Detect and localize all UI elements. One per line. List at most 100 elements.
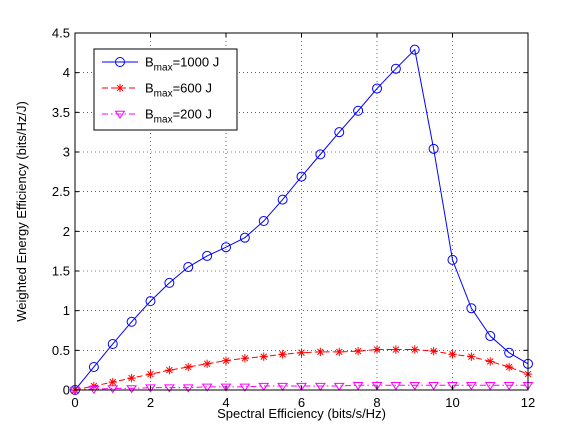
y-tick-label: 2	[63, 224, 70, 239]
x-tick-label: 10	[445, 395, 459, 410]
asterisk-marker	[429, 346, 438, 356]
legend-label: Bmax=200 J	[145, 107, 212, 126]
asterisk-marker	[278, 350, 287, 359]
asterisk-stroke	[430, 347, 437, 355]
triangle-down-marker	[484, 382, 496, 391]
circle-marker	[107, 338, 118, 349]
asterisk-stroke	[166, 366, 173, 374]
triangle-down-marker	[333, 382, 345, 391]
series-line	[74, 48, 529, 391]
circle-marker	[221, 242, 231, 253]
triangle-down-marker	[296, 382, 307, 391]
asterisk-stroke	[147, 370, 154, 378]
x-tick-label: 4	[222, 395, 229, 410]
asterisk-marker	[353, 346, 363, 356]
asterisk-stroke	[392, 346, 400, 353]
triangle-down-marker	[409, 382, 421, 391]
asterisk-marker	[202, 359, 212, 369]
asterisk-marker	[259, 352, 268, 361]
triangle-down-marker	[201, 383, 213, 392]
asterisk-stroke	[468, 353, 475, 360]
x-tick-label: 8	[373, 395, 380, 410]
y-tick-label: 3.5	[52, 105, 70, 120]
series-3	[69, 382, 534, 395]
triangle-down-marker	[239, 383, 251, 392]
asterisk-stroke	[279, 351, 286, 358]
x-tick-label: 0	[71, 395, 78, 410]
asterisk-marker	[297, 348, 306, 357]
asterisk-stroke	[354, 347, 362, 355]
asterisk-stroke	[128, 374, 135, 382]
triangle-down-marker	[126, 385, 138, 394]
asterisk-stroke	[449, 351, 456, 358]
asterisk-marker	[372, 345, 382, 354]
circle-marker	[390, 63, 401, 74]
circle-marker	[202, 250, 213, 261]
asterisk-marker	[504, 362, 514, 372]
circle-marker	[239, 232, 250, 243]
asterisk-stroke	[116, 84, 124, 92]
triangle-down-marker	[145, 384, 156, 393]
triangle-down-marker	[107, 385, 119, 394]
triangle-down-marker	[258, 382, 270, 391]
y-tick-label: 4	[63, 65, 70, 80]
circle-marker	[447, 254, 458, 265]
asterisk-marker	[410, 345, 419, 354]
y-tick-label: 2.5	[52, 184, 70, 199]
asterisk-marker	[108, 377, 117, 387]
asterisk-marker	[335, 347, 344, 357]
x-tick-label: 6	[298, 395, 305, 410]
asterisk-stroke	[203, 360, 211, 368]
circle-marker	[428, 143, 439, 154]
circle-marker	[485, 331, 496, 342]
triangle-down-marker	[163, 384, 175, 393]
asterisk-marker	[448, 350, 457, 359]
asterisk-marker	[165, 365, 174, 375]
circle-marker	[504, 347, 515, 358]
circle-marker	[277, 194, 288, 205]
asterisk-stroke	[411, 346, 419, 353]
asterisk-stroke	[222, 357, 230, 364]
asterisk-stroke	[317, 348, 324, 356]
x-axis-label: Spectral Efficiency (bits/s/Hz)	[217, 406, 386, 421]
circle-marker	[88, 361, 99, 372]
legend-label: Bmax=1000 J	[145, 55, 219, 74]
asterisk-marker	[127, 373, 136, 383]
circle-marker	[258, 216, 269, 227]
y-tick-label: 0	[63, 383, 70, 398]
triangle-down-marker	[277, 382, 289, 391]
y-axis-label: Weighted Energy Efficiency (bits/Hz/J)	[14, 101, 29, 322]
x-tick-label: 2	[147, 395, 154, 410]
legend-entry: Bmax=200 J	[102, 107, 212, 126]
circle-marker	[126, 316, 137, 327]
legend-entry: Bmax=1000 J	[102, 55, 219, 74]
asterisk-stroke	[373, 346, 381, 353]
triangle-down-marker	[428, 382, 440, 391]
asterisk-stroke	[109, 378, 117, 386]
triangle-down-marker	[114, 110, 126, 119]
asterisk-marker	[184, 362, 193, 372]
asterisk-marker	[486, 357, 495, 366]
axis-ticks: 0 2 4 6 8 10 12 0 0.5 1 1.5 2 2.5 3 3.5 4 4.5	[52, 26, 535, 411]
asterisk-marker	[316, 347, 325, 357]
circle-marker	[409, 44, 420, 55]
circle-marker	[145, 296, 156, 307]
asterisk-stroke	[335, 348, 343, 356]
asterisk-marker	[146, 369, 155, 379]
asterisk-stroke	[486, 358, 494, 365]
asterisk-marker	[240, 354, 250, 363]
circle-marker	[296, 171, 307, 182]
y-tick-label: 0.5	[52, 343, 70, 358]
circle-marker	[334, 127, 345, 138]
asterisk-stroke	[505, 363, 513, 371]
triangle-down-marker	[465, 382, 477, 391]
y-tick-label: 1	[63, 303, 70, 318]
legend-entry: Bmax=600 J	[102, 81, 212, 100]
triangle-down-marker	[314, 382, 326, 391]
circle-marker	[315, 149, 326, 160]
asterisk-marker	[467, 352, 476, 361]
triangle-down-marker	[390, 382, 402, 391]
legend: Bmax=1000 J Bmax=600 J Bmax=200 J	[93, 48, 238, 131]
asterisk-stroke	[260, 353, 268, 360]
